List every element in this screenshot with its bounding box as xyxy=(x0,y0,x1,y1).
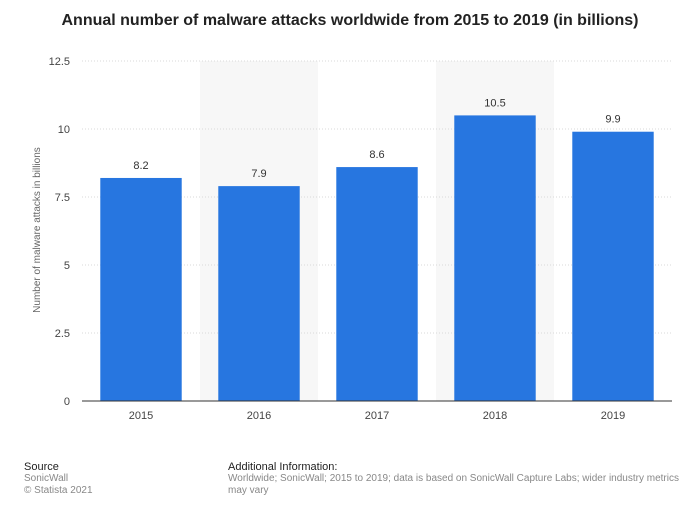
bar-chart: 0 2.5 5 7.5 10 12.5 Number of malware attacks… xyxy=(32,56,672,422)
bar-value-label: 10.5 xyxy=(484,97,505,109)
info-text: Worldwide; SonicWall; 2015 to 2019; data… xyxy=(228,473,679,496)
bar[interactable] xyxy=(218,186,300,401)
additional-info-block: Additional Information: Worldwide; Sonic… xyxy=(228,461,700,497)
source-heading: Source xyxy=(24,461,59,473)
bar[interactable] xyxy=(336,167,418,401)
info-heading: Additional Information: xyxy=(228,461,338,473)
bars: 8.2 7.9 8.6 10.5 9.9 xyxy=(100,97,654,402)
bar[interactable] xyxy=(100,177,182,401)
x-tick-label: 2016 xyxy=(247,410,271,422)
source-name[interactable]: SonicWall xyxy=(24,473,69,484)
bar-value-label: 7.9 xyxy=(251,168,266,180)
x-tick-label: 2018 xyxy=(483,410,507,422)
y-axis-ticks: 0 2.5 5 7.5 10 12.5 xyxy=(49,56,70,408)
y-tick-label: 0 xyxy=(64,396,70,408)
bar-value-label: 8.6 xyxy=(369,149,384,161)
chart-title: Annual number of malware attacks worldwi… xyxy=(61,12,639,29)
y-tick-label: 12.5 xyxy=(49,56,70,68)
y-tick-label: 2.5 xyxy=(55,328,70,340)
bar-value-label: 9.9 xyxy=(605,114,620,126)
x-tick-label: 2019 xyxy=(601,410,625,422)
bar[interactable] xyxy=(454,115,536,402)
x-tick-label: 2015 xyxy=(129,410,153,422)
y-axis-label: Number of malware attacks in billions xyxy=(32,147,43,313)
x-tick-label: 2017 xyxy=(365,410,389,422)
y-tick-label: 10 xyxy=(58,124,70,136)
bar-value-label: 8.2 xyxy=(133,160,148,172)
y-tick-label: 7.5 xyxy=(55,192,70,204)
source-block: Source SonicWall © Statista 2021 xyxy=(24,461,93,497)
y-tick-label: 5 xyxy=(64,260,70,272)
x-axis-ticks: 2015 2016 2017 2018 2019 xyxy=(129,410,625,422)
copyright-text: © Statista 2021 xyxy=(24,485,93,496)
bar[interactable] xyxy=(572,131,654,401)
